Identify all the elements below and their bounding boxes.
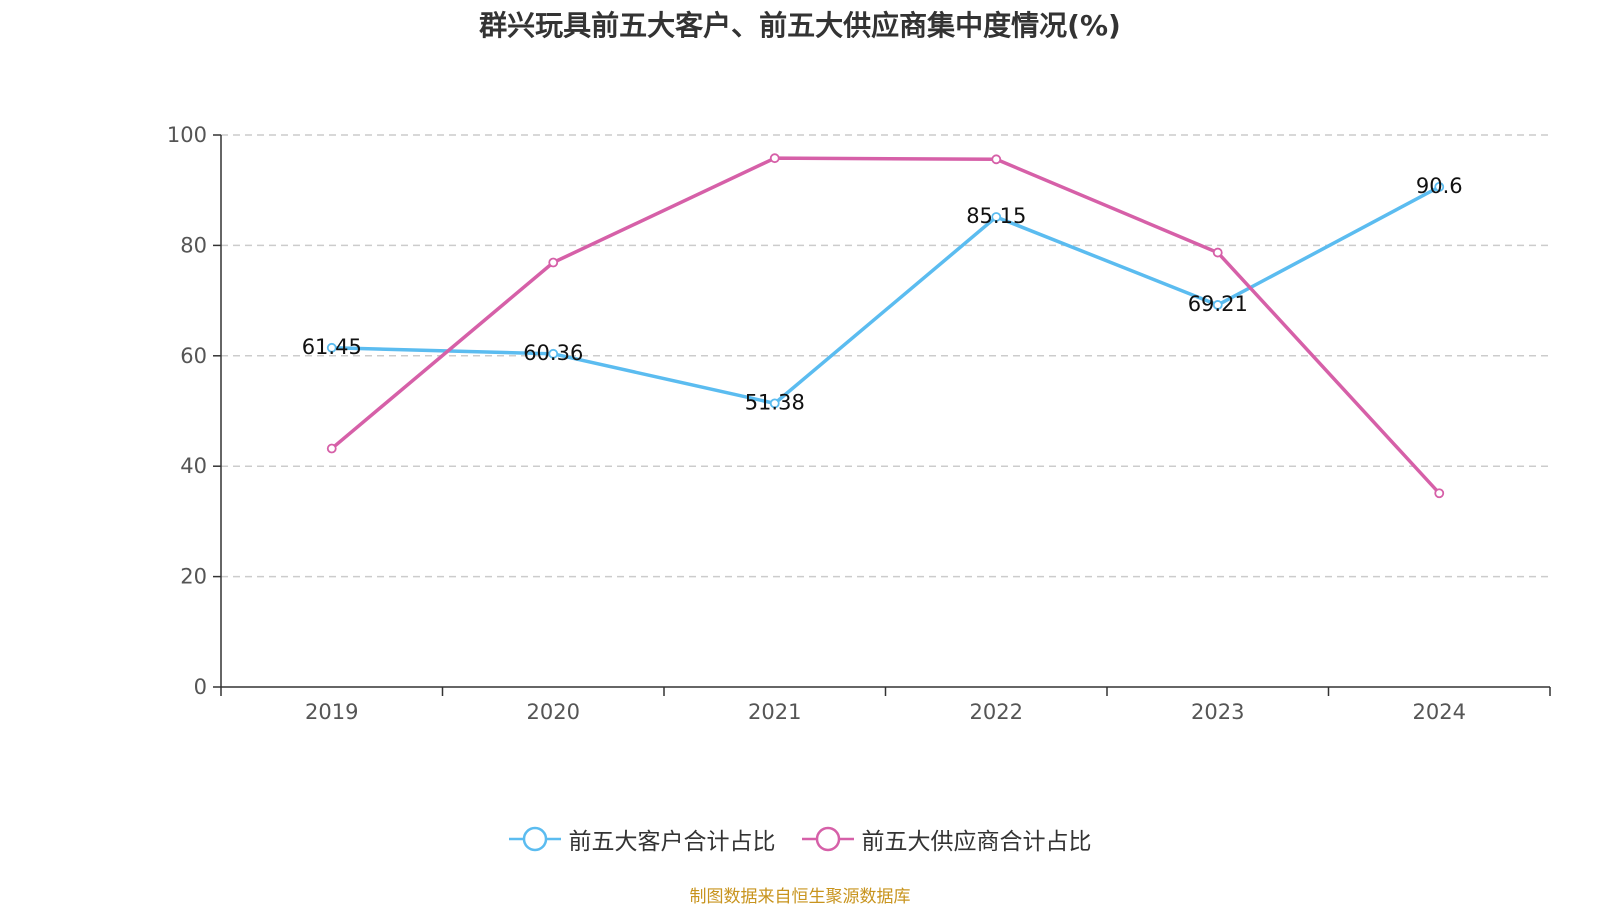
data-point[interactable]: [548, 257, 559, 268]
source-note: 制图数据来自恒生聚源数据库: [689, 887, 911, 907]
axes: 0 20 40 60 80 100 2019 2020 2021 2022 2023 2024: [167, 123, 1551, 724]
data-label: 85.15: [966, 204, 1026, 228]
x-tick-label: 2021: [748, 700, 801, 724]
x-tick-label: 2019: [305, 700, 358, 724]
data-point[interactable]: [991, 212, 1002, 222]
data-point[interactable]: [769, 153, 780, 164]
x-tick-label: 2023: [1191, 700, 1244, 724]
data-point[interactable]: [1212, 300, 1223, 310]
legend: 前五大客户合计占比 前五大供应商合计占比: [0, 822, 1600, 856]
legend-line-circle-icon: [801, 826, 854, 852]
legend-label-customers: 前五大客户合计占比: [568, 829, 776, 855]
legend-item-suppliers[interactable]: 前五大供应商合计占比: [801, 822, 1092, 856]
y-tick-label: 60: [180, 344, 207, 368]
legend-line-circle-icon: [508, 826, 561, 852]
y-tick-label: 100: [167, 123, 207, 147]
data-label: 51.38: [745, 390, 805, 414]
legend-item-customers[interactable]: 前五大客户合计占比: [508, 822, 776, 856]
data-point[interactable]: [1434, 488, 1445, 499]
x-tick-label: 2020: [527, 700, 580, 724]
data-point[interactable]: [326, 342, 337, 353]
chart-title: 群兴玩具前五大客户、前五大供应商集中度情况(%): [479, 9, 1121, 42]
data-point[interactable]: [326, 443, 337, 454]
data-point[interactable]: [1434, 181, 1445, 192]
data-label: 60.36: [523, 341, 583, 365]
y-tick-label: 20: [180, 565, 207, 589]
y-tick-label: 40: [180, 454, 207, 478]
x-tick-label: 2024: [1413, 700, 1466, 724]
line-chart: 0 20 40 60 80 100 2019 2020 2021 2022 2023 2024 61.…: [167, 123, 1551, 724]
data-point[interactable]: [991, 154, 1002, 165]
data-point[interactable]: [1212, 247, 1223, 258]
data-label: 69.21: [1188, 292, 1248, 316]
data-point[interactable]: [769, 398, 780, 409]
data-label: 61.45: [302, 335, 362, 359]
x-tick-label: 2022: [970, 700, 1023, 724]
series-lines: [326, 153, 1445, 499]
series-line-1: [330, 156, 1441, 495]
grid-lines: [221, 134, 1550, 578]
y-tick-label: 0: [194, 675, 207, 699]
data-labels: 61.45 60.36 51.38 85.15 69.21 90.6: [302, 174, 1463, 414]
series-line-0: [331, 185, 1441, 406]
legend-label-suppliers: 前五大供应商合计占比: [861, 829, 1092, 855]
data-point[interactable]: [548, 348, 559, 359]
data-label: 90.6: [1416, 174, 1463, 198]
y-tick-label: 80: [180, 233, 207, 257]
